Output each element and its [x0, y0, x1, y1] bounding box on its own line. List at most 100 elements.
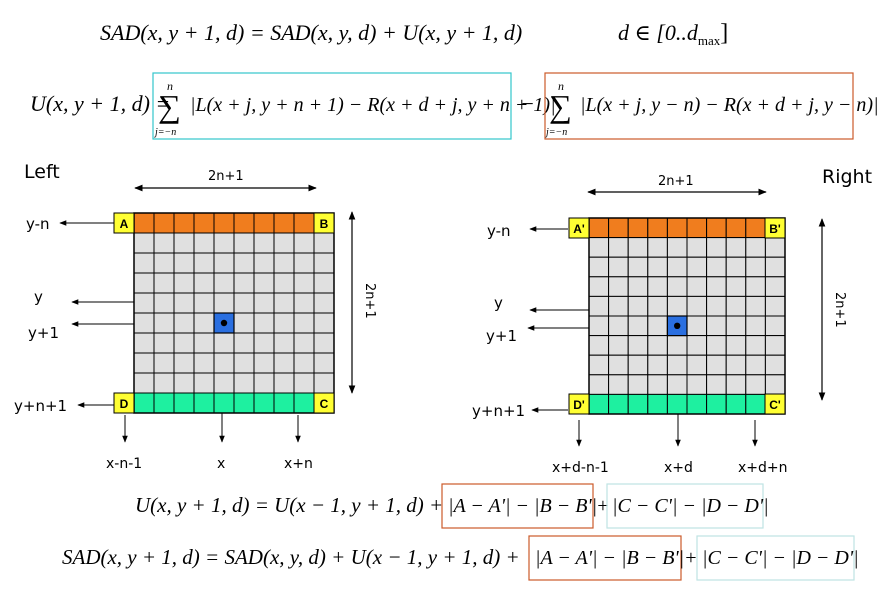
equation-sad-bottom-lhs: SAD(x, y + 1, d) = SAD(x, y, d) + U(x − … — [62, 545, 520, 569]
right-grid-cell — [725, 276, 747, 297]
left-grid-cell — [253, 352, 275, 374]
right-grid-cell — [588, 374, 610, 395]
right-grid-cell — [706, 256, 727, 278]
left-grid-cell — [213, 292, 235, 314]
left-grid-cell — [153, 252, 175, 274]
right-grid-cell — [627, 374, 649, 395]
right-grid-cell — [608, 354, 629, 376]
left-grid-corner-box — [313, 212, 335, 234]
right-grid-cell — [706, 393, 727, 415]
right-grid-cell — [647, 374, 668, 395]
right-grid-cell — [647, 354, 668, 376]
left-grid-cell — [213, 392, 235, 414]
left-row-label-yn: y-n — [26, 215, 50, 233]
left-grid-cell — [153, 352, 175, 374]
left-grid-cell — [153, 392, 175, 414]
left-grid-cell — [293, 332, 315, 354]
right-grid-cell — [647, 295, 668, 317]
left-grid-cell — [233, 232, 255, 254]
left-grid-cell — [253, 252, 275, 274]
left-grid-cell — [173, 252, 195, 274]
left-grid-cell — [133, 292, 155, 314]
left-grid-cell — [173, 212, 195, 234]
right-grid-cell — [706, 217, 727, 239]
left-grid-cell — [213, 352, 235, 374]
right-grid-cell — [764, 315, 786, 337]
left-grid-cell — [233, 312, 255, 334]
left-grid-cell — [153, 372, 175, 394]
left-col-label-xn: x+n — [284, 456, 313, 472]
left-col-label-xn1: x-n-1 — [106, 456, 142, 472]
right-grid-corner-label: D' — [573, 398, 585, 412]
right-grid-cell — [627, 237, 649, 258]
right-col-label-xd: x+d — [664, 460, 693, 476]
sum2-lower: j=−n — [544, 127, 567, 138]
left-grid-cell — [233, 332, 255, 354]
right-grid-corner-label: B' — [769, 222, 781, 236]
left-grid-cell — [253, 272, 275, 294]
right-grid-cell — [588, 315, 610, 337]
right-grid-cell — [608, 256, 629, 278]
right-grid-cell — [608, 374, 629, 395]
right-grid-cell — [725, 315, 747, 337]
right-grid-cell — [686, 276, 708, 297]
u-term1-box — [152, 72, 512, 140]
left-grid-cell — [173, 232, 195, 254]
left-grid-cell — [153, 212, 175, 234]
left-grid-cell — [193, 252, 215, 274]
right-grid-cell — [627, 295, 649, 317]
left-grid-center-dot — [220, 319, 228, 327]
right-grid-cell — [706, 276, 727, 297]
left-grid-cell — [233, 352, 255, 374]
left-grid-cell — [133, 312, 155, 334]
left-grid-cell — [153, 272, 175, 294]
right-grid-cell — [706, 295, 727, 317]
left-grid-cell — [173, 332, 195, 354]
right-grid-cell — [725, 237, 747, 258]
u-bottom-plus: + — [596, 495, 610, 517]
equation-d-range: d ∈ [0..dmax] — [618, 20, 728, 48]
right-grid-cell — [588, 217, 610, 239]
right-grid: A' B' D' C' — [568, 217, 786, 415]
right-grid-cell — [764, 256, 786, 278]
right-grid-cell — [706, 374, 727, 395]
sad-bottom-box1 — [528, 535, 682, 581]
left-title: Left — [24, 161, 60, 183]
right-grid-cell — [745, 374, 766, 395]
left-grid-cell — [213, 372, 235, 394]
left-grid-cell — [253, 392, 275, 414]
right-grid-cell — [686, 256, 708, 278]
right-grid-cell — [647, 335, 668, 356]
left-grid-cell — [273, 312, 295, 334]
left-grid-cell — [293, 352, 315, 374]
left-grid-cell — [133, 352, 155, 374]
sad-bottom-box2-text: |C − C'| − |D − D'| — [702, 547, 859, 569]
u-term2: |L(x + j, y − n) − R(x + d + j, y − n)| — [580, 94, 879, 116]
right-grid-cell — [608, 276, 629, 297]
left-width-label: 2n+1 — [208, 169, 244, 184]
sad-bottom-plus: + — [684, 547, 698, 569]
right-grid-cell — [745, 354, 766, 376]
right-grid-cell — [666, 354, 688, 376]
right-grid-cell — [686, 315, 708, 337]
left-grid-cell — [313, 372, 335, 394]
right-grid-cell — [647, 393, 668, 415]
sad-bottom-box1-text: |A − A'| − |B − B'| — [535, 547, 684, 569]
left-grid-cell — [313, 252, 335, 274]
equation-sad-recursive: SAD(x, y + 1, d) = SAD(x, y, d) + U(x, y… — [100, 20, 522, 45]
left-grid-cell — [233, 372, 255, 394]
left-grid-cell — [293, 212, 315, 234]
left-grid-cell — [273, 272, 295, 294]
left-grid-cell — [133, 332, 155, 354]
right-grid-cell — [588, 237, 610, 258]
right-grid-cell — [686, 354, 708, 376]
sum2-sign: ∑ — [549, 88, 572, 124]
left-grid-cell — [153, 232, 175, 254]
right-grid-cell — [627, 354, 649, 376]
sum2-upper: n — [558, 79, 564, 93]
left-grid-cell — [233, 272, 255, 294]
left-grid-cell — [293, 312, 315, 334]
left-grid-corner-label: A — [120, 217, 129, 231]
left-grid-cell — [133, 212, 155, 234]
